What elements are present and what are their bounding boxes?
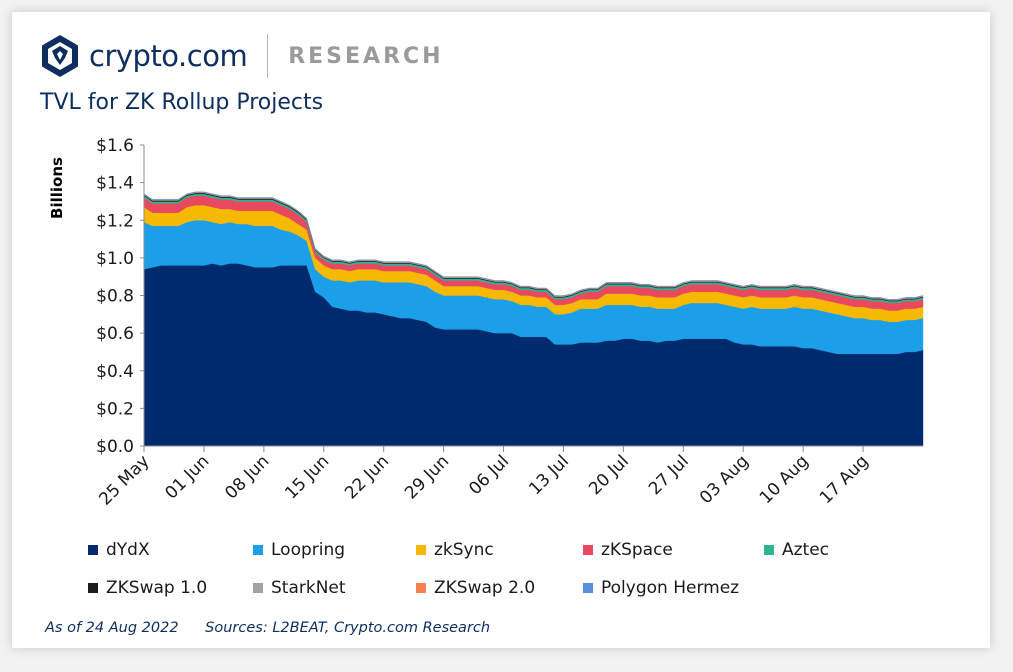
legend-item-zkswap-2-0: ZKSwap 2.0 [416,578,535,598]
x-tick-label: 27 Jul [645,451,693,499]
y-tick-label: $0.8 [96,287,134,307]
x-tick-label: 25 May [95,451,153,509]
brand-name: crypto.com [89,39,248,73]
legend-item-polygon-hermez: Polygon Hermez [583,578,739,598]
legend-swatch [88,583,98,593]
legend-item-dydx: dYdX [88,540,150,560]
legend-label: Loopring [271,540,346,560]
legend-label: ZKSwap 1.0 [106,578,208,598]
brand-divider [267,34,269,78]
x-tick-label: 03 Aug [696,451,753,508]
legend-label: Polygon Hermez [601,578,740,598]
legend-swatch [416,545,426,555]
footer-notes: As of 24 Aug 2022 Sources: L2BEAT, Crypt… [45,620,512,636]
y-tick-label: $1.2 [96,211,134,231]
brand-section: RESEARCH [288,43,444,69]
crypto-lion-logo-icon [42,35,78,77]
legend-swatch [253,583,263,593]
chart-title: TVL for ZK Rollup Projects [40,90,324,115]
legend-label: zkSync [434,540,494,560]
brand-header: crypto.com RESEARCH [40,33,444,79]
x-tick-label: 20 Jul [585,451,633,499]
x-tick-label: 10 Aug [756,451,813,508]
y-tick-label: $1.6 [96,136,134,156]
x-tick-label: 08 Jun [221,451,273,503]
y-tick-label: $0.4 [96,362,134,382]
legend-swatch [88,545,98,555]
legend-swatch [583,583,593,593]
area-series-group [143,191,924,447]
legend-item-starknet: StarkNet [253,578,346,598]
legend-item-loopring: Loopring [253,540,345,560]
x-tick-label: 01 Jun [161,451,213,503]
legend-swatch [764,545,774,555]
legend-swatch [583,545,593,555]
legend-label: ZKSwap 2.0 [434,578,536,598]
legend-item-zkswap-1-0: ZKSwap 1.0 [88,578,207,598]
y-tick-label: $1.4 [96,174,134,194]
legend-label: dYdX [106,540,150,560]
y-tick-label: $0.6 [96,324,134,344]
y-tick-label: $0.2 [96,399,134,419]
x-tick-label: 17 Aug [816,451,873,508]
date-note: As of 24 Aug 2022 [45,620,179,636]
legend-item-zksync: zkSync [416,540,494,560]
sources-note: Sources: L2BEAT, Crypto.com Research [205,620,491,636]
legend-item-zkspace: zKSpace [583,540,673,560]
y-tick-label: $0.0 [96,437,134,457]
series-area-polygon-hermez [143,191,924,300]
legend-item-aztec: Aztec [764,540,829,560]
legend-swatch [416,583,426,593]
legend-label: zKSpace [601,540,673,560]
legend-swatch [253,545,263,555]
x-tick-label: 15 Jun [281,451,333,503]
y-tick-label: $1.0 [96,249,134,269]
legend-label: Aztec [782,540,830,560]
x-tick-label: 22 Jun [341,451,393,503]
legend-label: StarkNet [271,578,346,598]
x-tick-label: 29 Jun [401,451,453,503]
x-tick-label: 13 Jul [525,451,573,499]
x-tick-label: 06 Jul [465,451,513,499]
